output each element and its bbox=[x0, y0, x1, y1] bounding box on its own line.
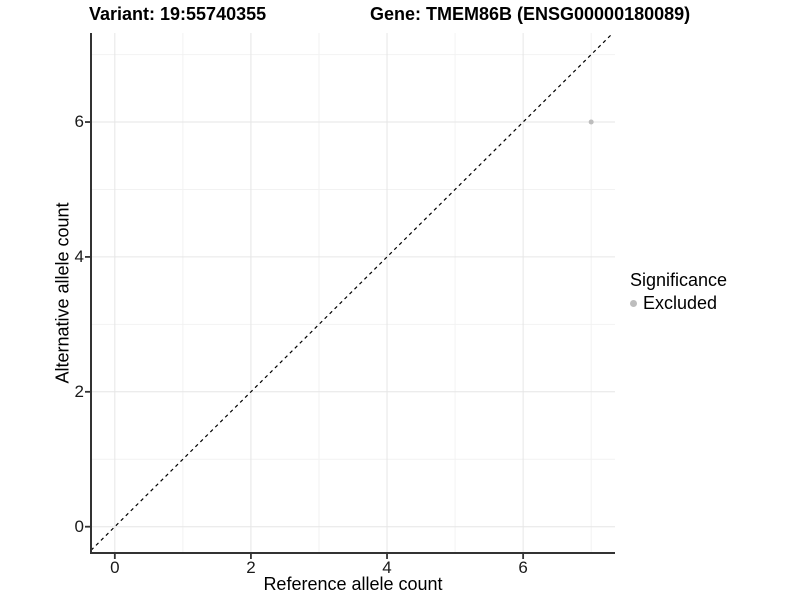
legend-key-dot bbox=[630, 300, 637, 307]
legend-item-label: Excluded bbox=[643, 293, 718, 313]
legend: Significance Excluded bbox=[630, 270, 727, 314]
legend-title: Significance bbox=[630, 270, 728, 290]
y-tick-label: 0 bbox=[74, 516, 84, 536]
y-tick-label: 2 bbox=[74, 381, 84, 401]
legend-item-excluded: Excluded bbox=[630, 293, 727, 314]
variant-title: Variant: 19:55740355 bbox=[89, 4, 267, 24]
gene-title: Gene: TMEM86B (ENSG00000180089) bbox=[370, 4, 691, 24]
x-tick-label: 4 bbox=[382, 558, 392, 577]
y-tick-label: 6 bbox=[74, 112, 84, 132]
y-tick-label: 4 bbox=[74, 246, 84, 266]
x-axis-title: Reference allele count bbox=[263, 574, 443, 594]
x-tick-label: 0 bbox=[110, 558, 120, 577]
x-tick-label: 2 bbox=[246, 558, 256, 577]
y-axis-title: Alternative allele count bbox=[52, 202, 73, 384]
identity-dashed-line bbox=[90, 32, 614, 551]
x-tick-label: 6 bbox=[518, 558, 528, 577]
data-point bbox=[588, 119, 594, 125]
